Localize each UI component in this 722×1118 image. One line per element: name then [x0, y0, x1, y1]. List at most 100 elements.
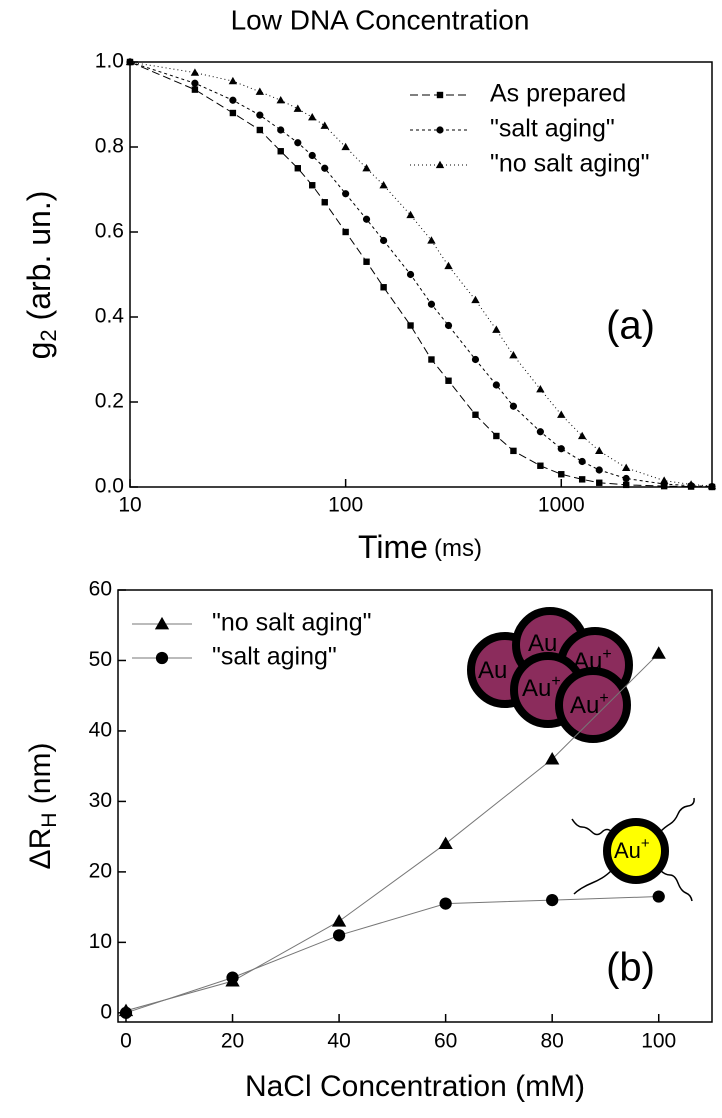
y-tick-label: 40: [89, 718, 112, 741]
data-point: [428, 356, 435, 363]
data-point: [509, 402, 518, 410]
y-tick-label: 50: [89, 648, 112, 671]
data-point: [652, 890, 665, 903]
x-tick-label: 1000: [538, 494, 585, 517]
data-point: [363, 258, 370, 265]
ligand: [571, 818, 613, 836]
single-particle-illustration: [571, 797, 695, 902]
legend-marker: [435, 160, 445, 169]
data-point: [596, 479, 603, 486]
data-point: [342, 228, 349, 236]
data-point: [341, 142, 350, 151]
series-line: [125, 896, 659, 1014]
ligand: [659, 869, 693, 902]
data-point: [707, 481, 717, 490]
data-point: [256, 126, 264, 134]
y-tick-label: 60: [89, 578, 112, 601]
chart-title: Low DNA Concentration: [231, 4, 530, 35]
data-point: [321, 164, 329, 172]
particle-label: Au: [614, 838, 641, 863]
data-point: [622, 481, 630, 489]
particle-charge: +: [551, 673, 560, 690]
y-label-main: g: [21, 342, 57, 360]
particle-label: Au: [573, 648, 602, 675]
data-point: [438, 836, 453, 850]
data-point: [379, 181, 388, 189]
data-point: [471, 355, 480, 364]
particle: [555, 667, 631, 743]
data-point: [492, 325, 501, 333]
y-tick-label: 0.8: [95, 135, 124, 158]
series-line: [129, 61, 713, 487]
data-point: [229, 109, 237, 117]
series-line: [125, 653, 660, 1012]
data-point: [226, 971, 239, 984]
particle-label: Au: [528, 630, 557, 657]
ligand: [573, 869, 613, 895]
data-point: [407, 322, 414, 329]
data-point: [190, 68, 200, 76]
data-point: [308, 113, 317, 121]
particle-text: Au+: [573, 646, 612, 675]
ligand: [659, 797, 695, 833]
legend-marker: [436, 91, 444, 99]
x-label-main: Time: [358, 529, 428, 565]
y-tick-label: 0: [100, 1000, 112, 1023]
legend-marker: [155, 651, 169, 665]
data-point: [546, 893, 559, 907]
data-point: [256, 111, 264, 119]
data-point: [342, 190, 350, 198]
data-point: [510, 447, 517, 455]
data-point: [545, 751, 560, 765]
x-tick-label: 0: [120, 1030, 132, 1053]
data-point: [362, 164, 371, 172]
data-point: [427, 236, 436, 244]
y-tick-label: 0.2: [95, 390, 124, 413]
y-tick-label: 1.0: [95, 50, 124, 73]
legend-label: "salt aging": [212, 643, 337, 671]
x-axis-label: Time (ms): [358, 529, 482, 565]
aggregate-illustration: Au Au Au+ Au+ Au+: [467, 607, 633, 743]
series-line: [129, 61, 713, 488]
data-point: [255, 87, 265, 95]
data-point: [125, 57, 135, 66]
data-point: [294, 165, 301, 172]
data-point: [380, 236, 388, 245]
particle-label: Au: [478, 657, 507, 684]
x-label-unit: (ms): [434, 535, 482, 562]
data-point: [309, 182, 316, 189]
data-point: [380, 284, 387, 291]
data-point: [651, 646, 666, 659]
data-point: [332, 929, 346, 942]
data-point: [472, 411, 479, 418]
y-tick-label: 0.0: [95, 475, 124, 498]
y-tick-label: 10: [89, 930, 112, 953]
data-point: [294, 139, 302, 147]
data-point: [558, 471, 565, 478]
y-label-rest: (arb. un.): [21, 191, 57, 330]
legend-marker: [436, 126, 444, 134]
data-point: [320, 121, 329, 129]
data-point: [119, 1006, 133, 1019]
data-point: [191, 79, 199, 87]
y-tick-label: 30: [89, 789, 112, 812]
particle-text: Au+: [614, 835, 650, 863]
panel-label: (a): [606, 304, 655, 348]
data-point: [308, 151, 316, 160]
y-label-sub: 2: [36, 329, 61, 341]
data-point: [427, 300, 436, 308]
y-tick-label: 0.4: [95, 305, 125, 328]
data-point: [621, 463, 631, 472]
data-point: [277, 148, 284, 155]
plot-frame: [117, 589, 713, 1023]
particle-charge: +: [602, 646, 611, 663]
data-point: [471, 295, 480, 304]
data-point: [493, 432, 500, 440]
legend-label: As prepared: [490, 80, 626, 108]
data-point: [191, 86, 199, 93]
data-point: [578, 476, 586, 483]
panel-label: (b): [606, 946, 655, 990]
data-point: [406, 210, 415, 219]
data-point: [321, 199, 328, 206]
